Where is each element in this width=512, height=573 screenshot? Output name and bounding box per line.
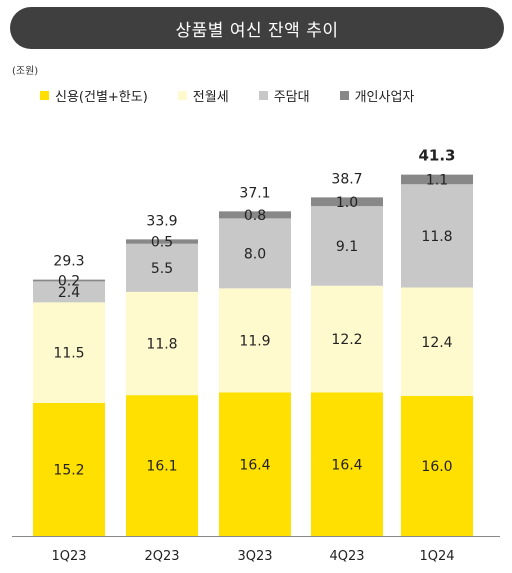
total-label-4Q23: 38.7 bbox=[331, 171, 362, 187]
legend-item-mortgage: 주담대 bbox=[258, 86, 310, 105]
bar-business-1Q24 bbox=[401, 174, 473, 185]
bar-credit-1Q23 bbox=[33, 403, 105, 536]
legend-swatch-credit bbox=[40, 91, 49, 100]
bar-business-2Q23 bbox=[126, 239, 198, 244]
legend-item-business: 개인사업자 bbox=[339, 86, 415, 105]
bar-jeonse-2Q23 bbox=[126, 291, 198, 396]
legend-swatch-business bbox=[339, 91, 349, 100]
bar-business-1Q23 bbox=[33, 279, 105, 282]
chart-title: 상품별 여신 잔액 추이 bbox=[10, 7, 504, 49]
total-label-1Q24: 41.3 bbox=[418, 147, 455, 165]
legend-label-business: 개인사업자 bbox=[354, 90, 415, 105]
value-label-mortgage-1Q23: 2.4 bbox=[58, 285, 80, 301]
bar-mortgage-1Q24 bbox=[401, 184, 473, 288]
value-label-business-4Q23: 1.0 bbox=[336, 195, 358, 211]
value-label-mortgage-1Q24: 11.8 bbox=[421, 229, 452, 245]
value-label-jeonse-2Q23: 11.8 bbox=[146, 337, 177, 353]
bar-credit-2Q23 bbox=[126, 395, 198, 536]
bar-mortgage-1Q23 bbox=[33, 281, 105, 303]
value-label-business-3Q23: 0.8 bbox=[244, 208, 266, 224]
value-label-credit-3Q23: 16.4 bbox=[239, 457, 270, 473]
value-label-mortgage-4Q23: 9.1 bbox=[336, 239, 358, 255]
bar-jeonse-3Q23 bbox=[219, 288, 291, 393]
value-label-credit-1Q24: 16.0 bbox=[421, 459, 452, 475]
bar-jeonse-1Q24 bbox=[401, 287, 473, 396]
total-label-1Q23: 29.3 bbox=[53, 254, 84, 270]
legend-swatch-mortgage bbox=[258, 91, 268, 100]
chart-title-text: 상품별 여신 잔액 추이 bbox=[175, 20, 339, 41]
total-label-3Q23: 37.1 bbox=[239, 185, 270, 201]
bar-credit-3Q23 bbox=[219, 392, 291, 536]
bar-jeonse-4Q23 bbox=[311, 285, 383, 393]
value-label-jeonse-3Q23: 11.9 bbox=[239, 333, 270, 349]
legend-label-credit: 신용(건별+한도) bbox=[55, 90, 148, 105]
value-label-jeonse-4Q23: 12.2 bbox=[331, 332, 362, 348]
bar-mortgage-2Q23 bbox=[126, 243, 198, 292]
legend: 신용(건별+한도) 전월세 주담대 개인사업자 bbox=[40, 86, 414, 105]
legend-item-credit: 신용(건별+한도) bbox=[40, 86, 148, 105]
bar-jeonse-1Q23 bbox=[33, 302, 105, 403]
value-label-business-2Q23: 0.5 bbox=[151, 235, 173, 251]
value-label-credit-2Q23: 16.1 bbox=[146, 459, 177, 475]
unit-label: (조원) bbox=[12, 66, 39, 77]
category-label-2Q23: 2Q23 bbox=[144, 549, 179, 564]
bar-business-3Q23 bbox=[219, 211, 291, 219]
bar-business-4Q23 bbox=[311, 197, 383, 207]
category-label-1Q24: 1Q24 bbox=[419, 549, 454, 564]
value-label-jeonse-1Q24: 12.4 bbox=[421, 335, 452, 351]
value-label-business-1Q24: 1.1 bbox=[426, 172, 448, 188]
bar-credit-4Q23 bbox=[311, 392, 383, 536]
bar-mortgage-3Q23 bbox=[219, 218, 291, 289]
value-label-mortgage-3Q23: 8.0 bbox=[244, 246, 266, 262]
legend-label-mortgage: 주담대 bbox=[273, 90, 310, 105]
value-label-mortgage-2Q23: 5.5 bbox=[151, 261, 173, 277]
value-label-credit-1Q23: 15.2 bbox=[53, 463, 84, 479]
value-label-credit-4Q23: 16.4 bbox=[331, 457, 362, 473]
bar-credit-1Q24 bbox=[401, 396, 473, 536]
legend-swatch-jeonse bbox=[177, 91, 187, 100]
legend-label-jeonse: 전월세 bbox=[192, 90, 229, 105]
category-label-4Q23: 4Q23 bbox=[329, 549, 364, 564]
value-label-business-1Q23: 0.2 bbox=[58, 274, 80, 290]
value-label-jeonse-1Q23: 11.5 bbox=[53, 346, 84, 362]
legend-item-jeonse: 전월세 bbox=[177, 86, 229, 105]
bar-mortgage-4Q23 bbox=[311, 206, 383, 286]
category-label-1Q23: 1Q23 bbox=[51, 549, 86, 564]
category-label-3Q23: 3Q23 bbox=[237, 549, 272, 564]
total-label-2Q23: 33.9 bbox=[146, 213, 177, 229]
